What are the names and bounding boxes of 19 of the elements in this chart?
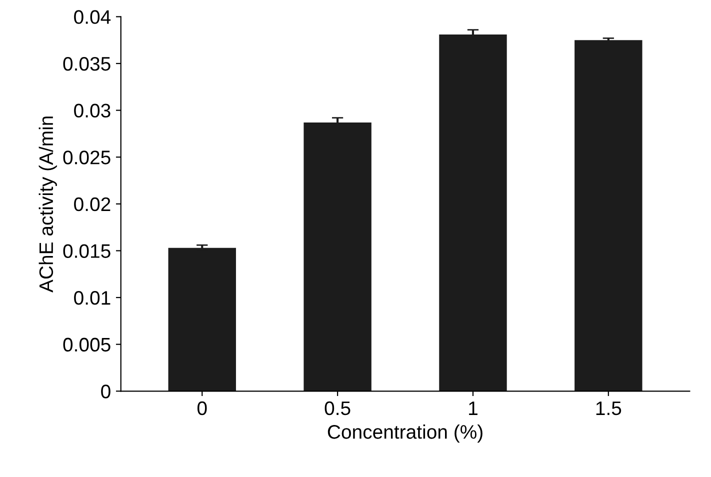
y-tick-label: 0.025 (63, 150, 110, 164)
x-axis-title: Concentration (%) (328, 424, 482, 443)
y-tick-label: 0.005 (63, 338, 110, 352)
y-tick-label: 0 (101, 384, 110, 398)
y-tick-label: 0.04 (74, 10, 111, 24)
y-axis-title: AChE activity (A/min (38, 116, 57, 292)
bar (168, 248, 236, 392)
y-tick-label: 0.035 (63, 56, 110, 71)
y-tick-label: 0.03 (74, 104, 110, 118)
bar (304, 122, 372, 392)
x-tick-label: 1.5 (596, 402, 622, 416)
bar (439, 34, 507, 392)
y-tick-label: 0.02 (74, 197, 110, 212)
y-tick-label: 0.01 (74, 290, 110, 305)
x-tick-label: 0.5 (324, 401, 350, 416)
y-tick-label: 0.015 (63, 244, 110, 258)
x-tick-label: 0 (197, 401, 207, 416)
x-tick-label: 1 (469, 402, 478, 415)
bar (574, 40, 642, 392)
